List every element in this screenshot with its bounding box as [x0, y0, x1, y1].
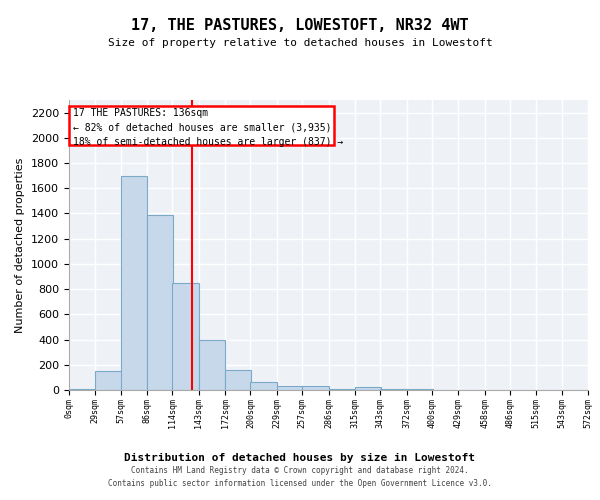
- FancyBboxPatch shape: [69, 106, 334, 146]
- Bar: [147, 214, 173, 390]
- Bar: [277, 386, 303, 390]
- Bar: [355, 388, 381, 390]
- Bar: [69, 388, 95, 390]
- Text: Distribution of detached houses by size in Lowestoft: Distribution of detached houses by size …: [125, 452, 476, 462]
- Bar: [250, 382, 277, 390]
- Text: Size of property relative to detached houses in Lowestoft: Size of property relative to detached ho…: [107, 38, 493, 48]
- Bar: [172, 283, 199, 390]
- Bar: [199, 340, 225, 390]
- Bar: [121, 176, 147, 390]
- Bar: [95, 371, 122, 390]
- Bar: [225, 370, 251, 390]
- Bar: [302, 386, 329, 390]
- Y-axis label: Number of detached properties: Number of detached properties: [16, 158, 25, 332]
- Text: Contains HM Land Registry data © Crown copyright and database right 2024.
Contai: Contains HM Land Registry data © Crown c…: [108, 466, 492, 487]
- Text: 17 THE PASTURES: 136sqm
← 82% of detached houses are smaller (3,935)
18% of semi: 17 THE PASTURES: 136sqm ← 82% of detache…: [73, 108, 343, 146]
- Bar: [380, 388, 407, 390]
- Text: 17, THE PASTURES, LOWESTOFT, NR32 4WT: 17, THE PASTURES, LOWESTOFT, NR32 4WT: [131, 18, 469, 32]
